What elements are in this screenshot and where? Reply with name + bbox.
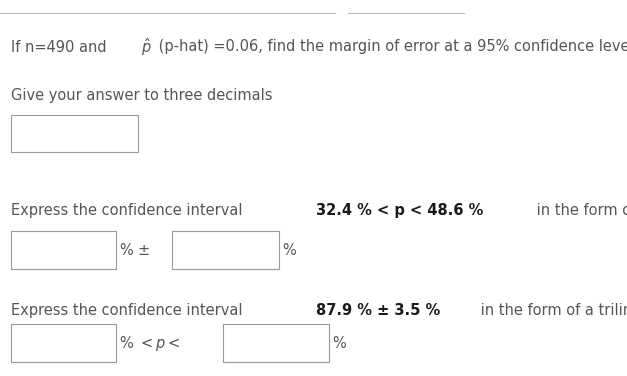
Text: (p-hat) =0.06, find the margin of error at a 95% confidence level: (p-hat) =0.06, find the margin of error … (154, 39, 627, 55)
Text: Give your answer to three decimals: Give your answer to three decimals (11, 88, 273, 103)
Text: If n=490 and: If n=490 and (11, 39, 112, 55)
Text: % $\pm$: % $\pm$ (119, 242, 150, 258)
Text: % $< p <$: % $< p <$ (119, 334, 181, 353)
FancyBboxPatch shape (223, 324, 329, 362)
FancyBboxPatch shape (172, 231, 279, 269)
FancyBboxPatch shape (11, 324, 116, 362)
Text: %: % (282, 243, 296, 258)
Text: in the form of: in the form of (532, 203, 627, 218)
Text: Express the confidence interval: Express the confidence interval (11, 303, 248, 318)
Text: in the form of a trilinear inequality.: in the form of a trilinear inequality. (477, 303, 627, 318)
Text: 32.4 % < p < 48.6 %: 32.4 % < p < 48.6 % (316, 203, 483, 218)
Text: $\hat{p}$: $\hat{p}$ (140, 36, 151, 58)
Text: 87.9 % ± 3.5 %: 87.9 % ± 3.5 % (316, 303, 440, 318)
FancyBboxPatch shape (11, 231, 116, 269)
Text: Express the confidence interval: Express the confidence interval (11, 203, 248, 218)
Text: %: % (332, 336, 346, 351)
FancyBboxPatch shape (11, 115, 138, 152)
